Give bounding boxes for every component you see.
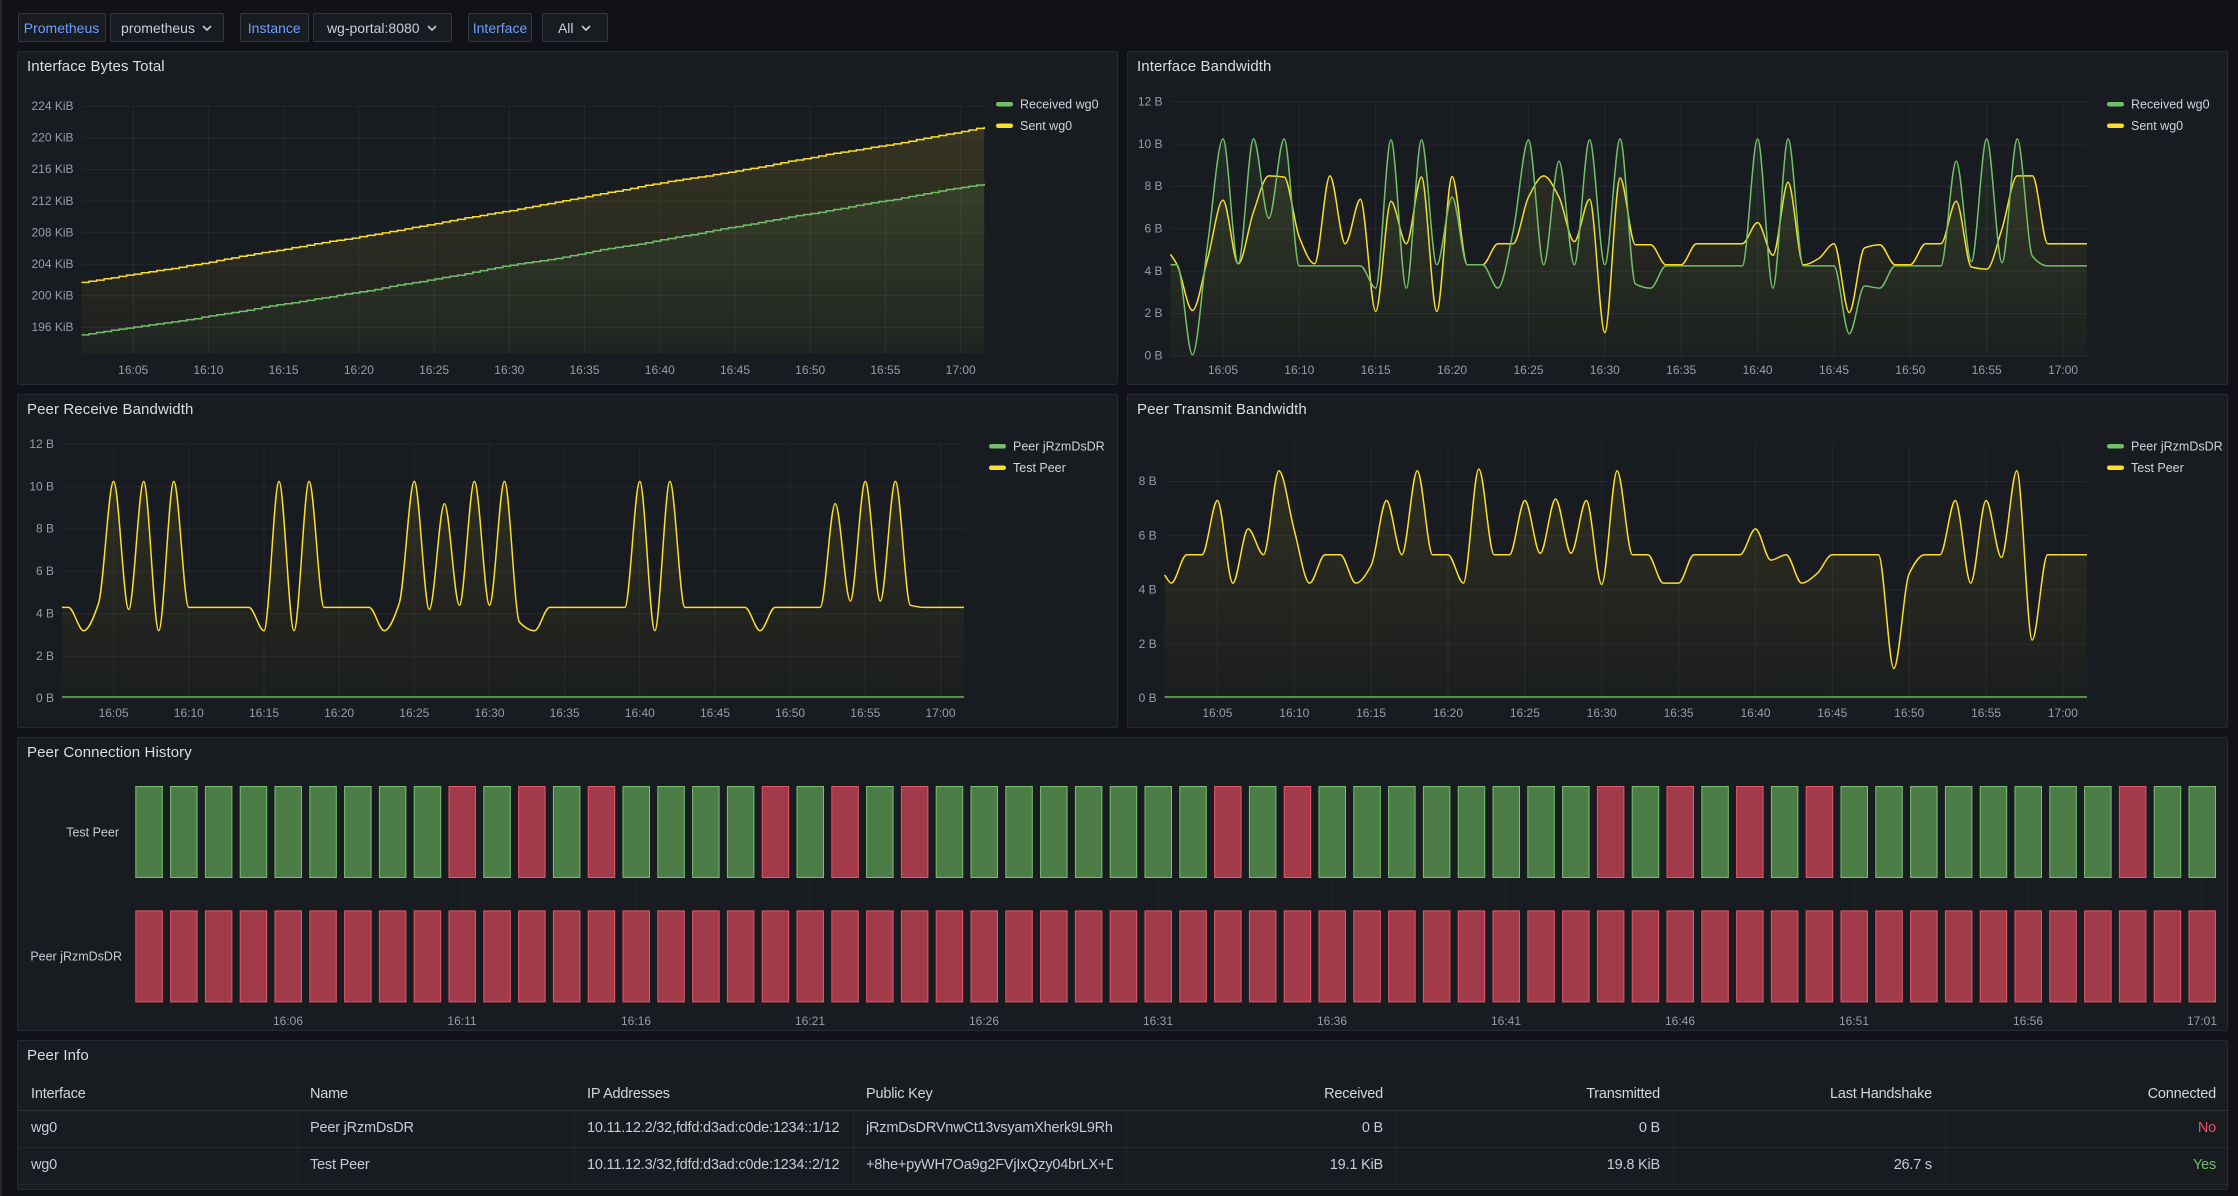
svg-text:16:55: 16:55 [850,706,880,720]
svg-text:4 B: 4 B [1139,583,1157,597]
svg-text:16:05: 16:05 [118,363,148,377]
svg-text:10 B: 10 B [1138,137,1163,151]
svg-text:16:45: 16:45 [720,363,750,377]
svg-text:8 B: 8 B [1144,179,1162,193]
svg-text:16:35: 16:35 [569,363,599,377]
svg-text:16:10: 16:10 [174,706,204,720]
svg-text:8 B: 8 B [36,522,54,536]
svg-text:Peer jRzmDsDR: Peer jRzmDsDR [30,949,122,963]
svg-text:6 B: 6 B [1144,221,1162,235]
svg-text:16:55: 16:55 [1971,706,2001,720]
svg-text:Test Peer: Test Peer [66,825,119,839]
svg-text:16:36: 16:36 [1317,1014,1347,1028]
svg-text:16:10: 16:10 [1284,363,1314,377]
svg-text:16:20: 16:20 [1437,363,1467,377]
svg-text:Received wg0: Received wg0 [1020,97,1099,111]
svg-text:16:20: 16:20 [1433,706,1463,720]
svg-text:Sent wg0: Sent wg0 [1020,119,1072,133]
svg-text:2 B: 2 B [1139,637,1157,651]
svg-text:16:30: 16:30 [1590,363,1620,377]
svg-text:12 B: 12 B [29,437,54,451]
svg-text:208 KiB: 208 KiB [31,225,73,239]
svg-text:Test Peer: Test Peer [2131,461,2184,475]
svg-text:16:15: 16:15 [1361,363,1391,377]
svg-text:16:30: 16:30 [494,363,524,377]
svg-text:16:21: 16:21 [795,1014,825,1028]
svg-text:16:15: 16:15 [1356,706,1386,720]
svg-text:4 B: 4 B [1144,264,1162,278]
svg-text:Peer jRzmDsDR: Peer jRzmDsDR [2131,439,2223,453]
svg-text:0 B: 0 B [1139,691,1157,705]
svg-text:16:06: 16:06 [273,1014,303,1028]
svg-text:204 KiB: 204 KiB [31,257,73,271]
svg-text:16:35: 16:35 [1666,363,1696,377]
svg-text:16:25: 16:25 [399,706,429,720]
svg-text:212 KiB: 212 KiB [31,194,73,208]
svg-text:16:50: 16:50 [1895,363,1925,377]
svg-text:16:40: 16:40 [625,706,655,720]
svg-text:16:25: 16:25 [419,363,449,377]
svg-text:16:15: 16:15 [269,363,299,377]
svg-text:16:50: 16:50 [775,706,805,720]
svg-text:16:40: 16:40 [1743,363,1773,377]
svg-text:16:31: 16:31 [1143,1014,1173,1028]
svg-text:16:51: 16:51 [1839,1014,1869,1028]
svg-text:17:00: 17:00 [925,706,955,720]
svg-text:16:35: 16:35 [550,706,580,720]
svg-text:0 B: 0 B [1144,349,1162,363]
svg-text:16:30: 16:30 [474,706,504,720]
svg-text:16:45: 16:45 [1817,706,1847,720]
svg-text:2 B: 2 B [1144,306,1162,320]
svg-text:16:20: 16:20 [324,706,354,720]
svg-text:16:45: 16:45 [1819,363,1849,377]
svg-text:16:05: 16:05 [99,706,129,720]
svg-text:216 KiB: 216 KiB [31,162,73,176]
svg-text:16:20: 16:20 [344,363,374,377]
svg-text:16:41: 16:41 [1491,1014,1521,1028]
svg-text:16:10: 16:10 [193,363,223,377]
svg-text:10 B: 10 B [29,479,54,493]
svg-text:220 KiB: 220 KiB [31,131,73,145]
svg-text:16:55: 16:55 [1972,363,2002,377]
svg-text:17:00: 17:00 [946,363,976,377]
svg-text:12 B: 12 B [1138,94,1163,108]
svg-text:16:15: 16:15 [249,706,279,720]
svg-text:Sent wg0: Sent wg0 [2131,119,2183,133]
svg-text:16:26: 16:26 [969,1014,999,1028]
svg-text:196 KiB: 196 KiB [31,320,73,334]
svg-text:16:25: 16:25 [1510,706,1540,720]
svg-text:224 KiB: 224 KiB [31,99,73,113]
svg-text:0 B: 0 B [36,691,54,705]
svg-text:17:00: 17:00 [2048,363,2078,377]
svg-text:16:50: 16:50 [1894,706,1924,720]
svg-text:16:11: 16:11 [447,1014,476,1028]
svg-text:16:50: 16:50 [795,363,825,377]
svg-text:6 B: 6 B [36,564,54,578]
svg-text:2 B: 2 B [36,649,54,663]
svg-text:Received wg0: Received wg0 [2131,97,2210,111]
svg-text:16:05: 16:05 [1208,363,1238,377]
svg-text:16:25: 16:25 [1513,363,1543,377]
svg-text:17:01: 17:01 [2187,1014,2217,1028]
svg-text:16:30: 16:30 [1587,706,1617,720]
svg-text:8 B: 8 B [1139,474,1157,488]
svg-text:16:35: 16:35 [1664,706,1694,720]
svg-text:16:16: 16:16 [621,1014,651,1028]
svg-text:4 B: 4 B [36,606,54,620]
svg-text:16:55: 16:55 [870,363,900,377]
svg-text:16:40: 16:40 [645,363,675,377]
svg-text:Test Peer: Test Peer [1013,461,1066,475]
svg-text:16:46: 16:46 [1665,1014,1695,1028]
svg-text:6 B: 6 B [1139,528,1157,542]
svg-text:16:45: 16:45 [700,706,730,720]
svg-text:16:10: 16:10 [1279,706,1309,720]
svg-text:200 KiB: 200 KiB [31,288,73,302]
svg-text:17:00: 17:00 [2048,706,2078,720]
svg-text:16:05: 16:05 [1202,706,1232,720]
svg-text:16:40: 16:40 [1740,706,1770,720]
svg-text:Peer jRzmDsDR: Peer jRzmDsDR [1013,439,1105,453]
svg-text:16:56: 16:56 [2013,1014,2043,1028]
